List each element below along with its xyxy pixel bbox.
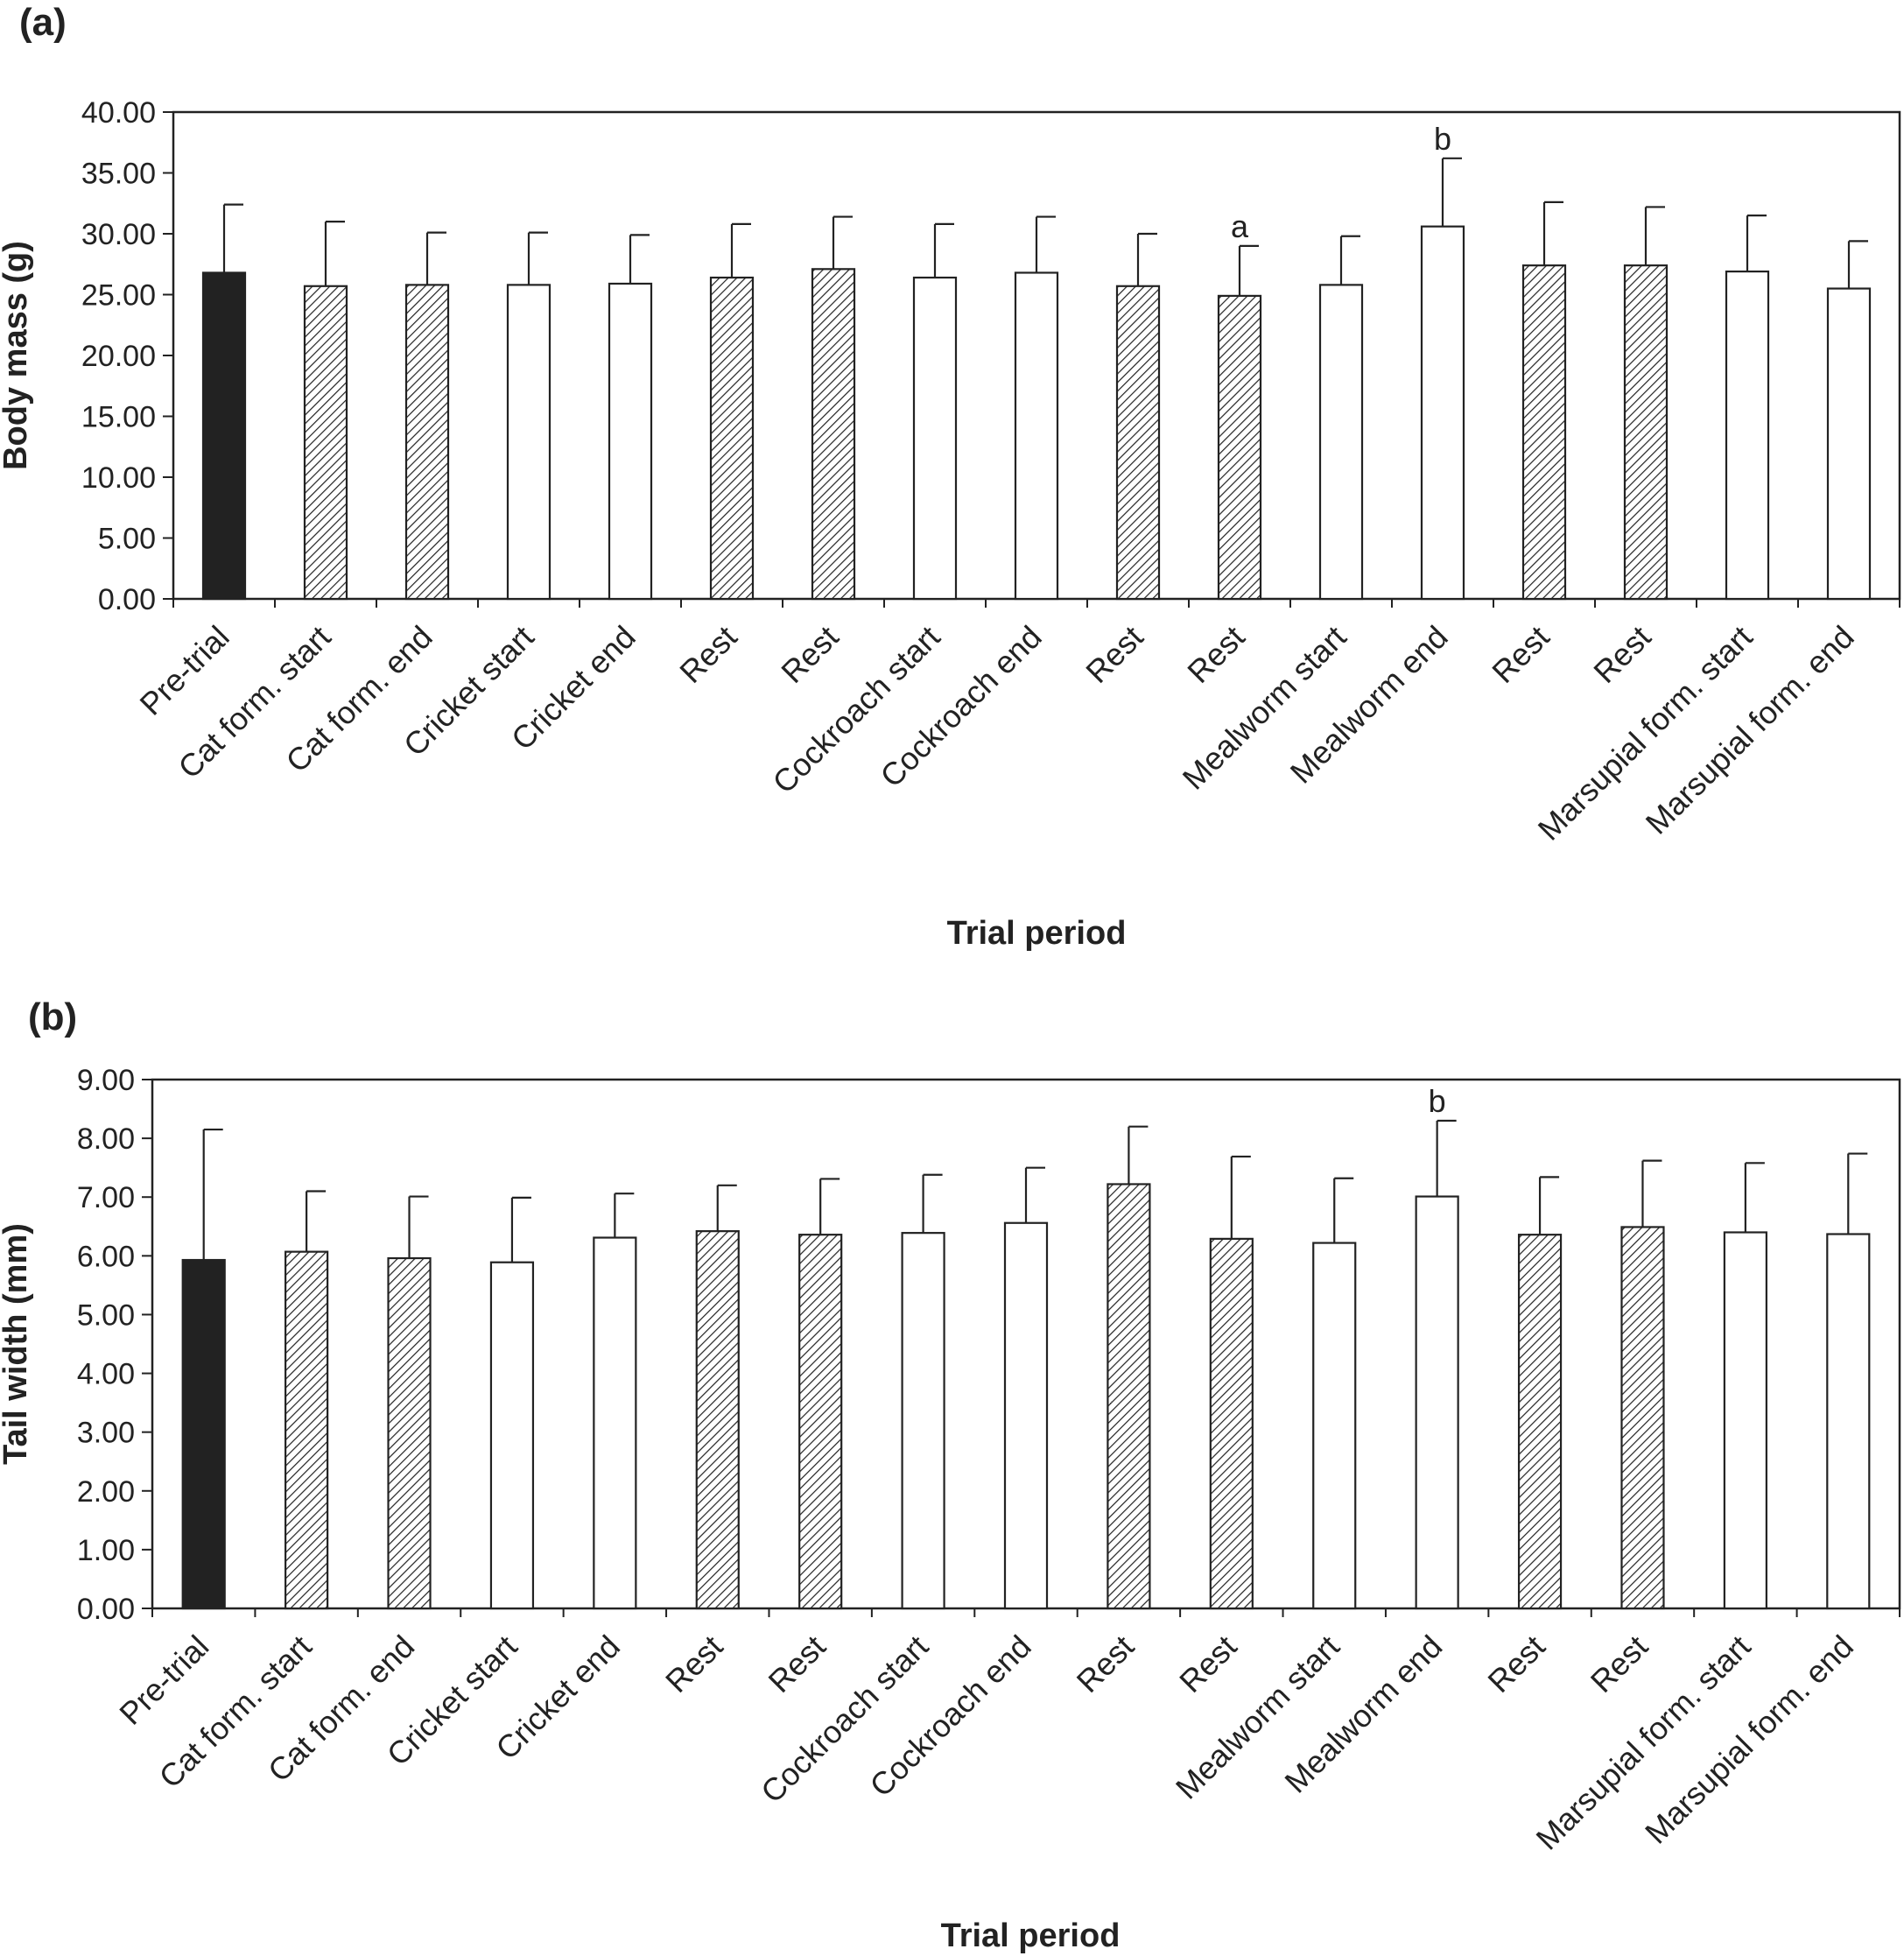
y-tick-label: 9.00 bbox=[77, 1064, 135, 1097]
bar bbox=[387, 1256, 432, 1610]
y-axis-title-a: Body mass (g) bbox=[0, 241, 34, 470]
y-tick-label: 4.00 bbox=[77, 1358, 135, 1391]
bar bbox=[404, 284, 450, 601]
y-tick-label: 3.00 bbox=[77, 1417, 135, 1450]
x-tick-label: Rest bbox=[1180, 619, 1251, 690]
x-tick-label: Rest bbox=[1485, 619, 1556, 690]
y-tick-label: 30.00 bbox=[81, 218, 156, 251]
bar bbox=[695, 1230, 740, 1610]
bar bbox=[901, 1232, 945, 1610]
bar bbox=[489, 1261, 535, 1610]
y-tick-label: 8.00 bbox=[77, 1122, 135, 1156]
bar bbox=[811, 268, 856, 601]
bar bbox=[1725, 270, 1770, 601]
panel-b: (b) 0.00 1.00 2.00 3.00 4.00 5.00 6.00 7.00 8.00… bbox=[0, 996, 1901, 1954]
x-tick-label: Rest bbox=[761, 1629, 832, 1699]
x-tick-label: Rest bbox=[1586, 619, 1657, 690]
bar bbox=[1723, 1231, 1767, 1610]
x-tick-label: Rest bbox=[1480, 1629, 1551, 1699]
x-tick-label: Rest bbox=[1584, 1629, 1655, 1699]
bar bbox=[1312, 1242, 1357, 1610]
bar bbox=[1517, 1234, 1563, 1610]
y-ticks-b: 0.00 1.00 2.00 3.00 4.00 5.00 6.00 7.00 8.00 9.00 bbox=[77, 1064, 152, 1626]
y-tick-label: 6.00 bbox=[77, 1240, 135, 1273]
y-tick-label: 5.00 bbox=[98, 523, 156, 556]
bar bbox=[1420, 225, 1465, 601]
x-tick-label: Rest bbox=[1078, 619, 1149, 690]
bar bbox=[201, 271, 247, 601]
bar bbox=[303, 285, 348, 601]
x-tick-label: Pre-trial bbox=[112, 1629, 215, 1732]
x-axis-title-b: Trial period bbox=[941, 1917, 1121, 1954]
significance-label: b bbox=[1429, 1083, 1446, 1119]
bar bbox=[181, 1258, 226, 1610]
bar bbox=[1318, 284, 1364, 601]
bar bbox=[1521, 264, 1567, 601]
bar bbox=[1826, 1233, 1871, 1610]
bar bbox=[709, 276, 755, 601]
bar bbox=[608, 282, 653, 601]
bar bbox=[1209, 1237, 1254, 1610]
panel-b-label: (b) bbox=[28, 996, 77, 1038]
bars-b: b bbox=[181, 1083, 1871, 1610]
significance-label: a bbox=[1231, 208, 1249, 244]
panel-a-label: (a) bbox=[19, 1, 67, 44]
panel-a: (a) 0.00 5.00 10.00 15.00 20.00 25.00 30.00 35.… bbox=[0, 1, 1901, 952]
bar bbox=[1415, 1195, 1459, 1610]
y-tick-label: 7.00 bbox=[77, 1181, 135, 1214]
y-tick-label: 5.00 bbox=[77, 1298, 135, 1332]
y-tick-label: 20.00 bbox=[81, 340, 156, 373]
x-tick-label: Pre-trial bbox=[133, 619, 236, 722]
bar bbox=[1826, 287, 1872, 601]
bar bbox=[1217, 294, 1262, 601]
y-tick-label: 10.00 bbox=[81, 461, 156, 495]
bar bbox=[912, 276, 958, 601]
bar bbox=[1115, 285, 1161, 601]
bar bbox=[506, 284, 552, 601]
bar bbox=[285, 1250, 329, 1610]
bar bbox=[1623, 264, 1669, 601]
y-tick-label: 0.00 bbox=[98, 583, 156, 616]
x-tick-label: Rest bbox=[1070, 1629, 1141, 1699]
bar bbox=[798, 1234, 843, 1610]
y-axis-title-b: Tail width (mm) bbox=[0, 1223, 34, 1465]
x-tick-label: Rest bbox=[1172, 1629, 1243, 1699]
x-tick-label: Rest bbox=[774, 619, 845, 690]
bars-a: ab bbox=[201, 121, 1872, 601]
y-tick-label: 1.00 bbox=[77, 1534, 135, 1567]
x-axis-title-a: Trial period bbox=[947, 915, 1127, 952]
bar bbox=[1003, 1221, 1049, 1610]
x-tick-label: Rest bbox=[672, 619, 743, 690]
y-tick-label: 40.00 bbox=[81, 96, 156, 130]
y-tick-label: 25.00 bbox=[81, 279, 156, 313]
y-tick-label: 15.00 bbox=[81, 401, 156, 434]
bar bbox=[1620, 1226, 1665, 1610]
significance-label: b bbox=[1434, 121, 1451, 157]
y-tick-label: 35.00 bbox=[81, 158, 156, 191]
bar bbox=[1107, 1183, 1151, 1610]
y-ticks-a: 0.00 5.00 10.00 15.00 20.00 25.00 30.00 35.00 40… bbox=[81, 96, 173, 616]
bar bbox=[593, 1236, 637, 1610]
x-tick-label: Rest bbox=[658, 1629, 729, 1699]
y-tick-label: 0.00 bbox=[77, 1593, 135, 1626]
bar bbox=[1014, 271, 1059, 601]
y-tick-label: 2.00 bbox=[77, 1475, 135, 1509]
